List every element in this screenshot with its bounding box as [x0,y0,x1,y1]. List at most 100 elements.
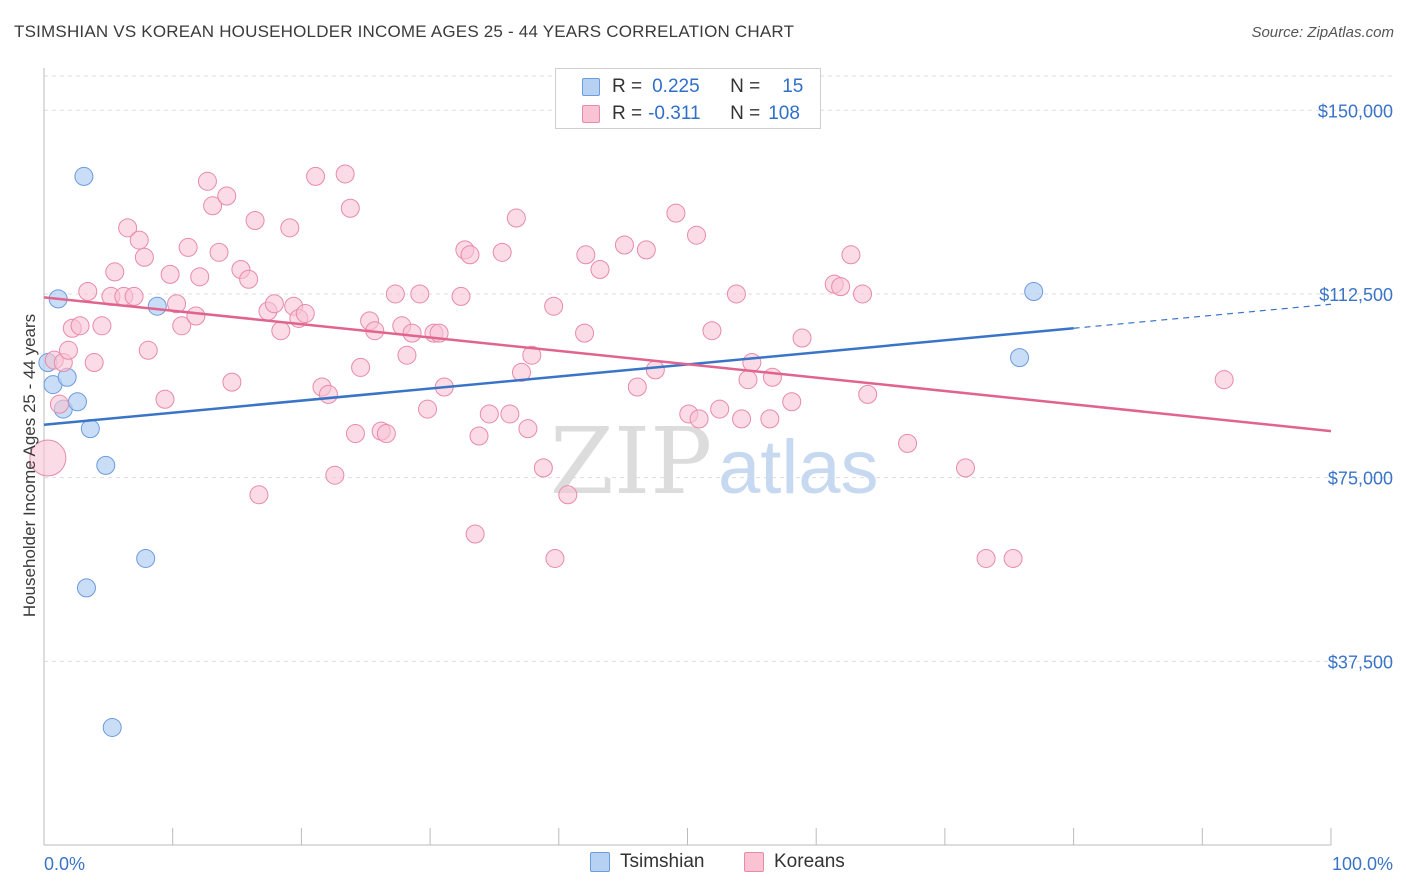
koreans-trend-line [43,296,1332,433]
koreans-point-15 [129,230,149,250]
koreans-point-87 [687,225,707,245]
koreans-point-72 [518,419,538,439]
tsimshian-point-5 [67,392,87,412]
koreans-point-77 [558,485,578,505]
koreans-point-33 [249,485,269,505]
chart-title: TSIMSHIAN VS KOREAN HOUSEHOLDER INCOME A… [14,22,795,41]
koreans-point-102 [853,284,873,304]
koreans-point-55 [397,345,417,365]
y-tick-label-0: $37,500 [1328,652,1393,672]
koreans-point-80 [590,259,610,279]
koreans-point-18 [155,389,175,409]
koreans-point-6 [70,316,90,336]
koreans-point-67 [479,404,499,424]
koreans-point-13 [118,218,138,238]
koreans-point-57 [410,284,430,304]
koreans-point-105 [955,458,975,478]
koreans-point-70 [506,208,526,228]
n-label: N = [730,76,761,97]
koreans-point-11 [105,262,125,282]
n-label: N = [730,103,761,124]
koreans-point-25 [197,171,217,191]
koreans-point-48 [351,357,371,377]
koreans-point-91 [726,284,746,304]
koreans-point-78 [575,323,595,343]
koreans-point-106 [976,548,996,568]
tsimshian-point-9 [96,455,116,475]
tsimshian-legend-label: Tsimshian [620,851,705,872]
koreans-r-value: -0.311 [648,103,701,124]
koreans-point-52 [376,424,396,444]
tsimshian-point-14 [1024,282,1044,302]
legend-row-koreans: R = -0.311 N = 108 [556,101,800,127]
koreans-point-21 [172,316,192,336]
koreans-point-94 [742,353,762,373]
watermark-atlas: atlas [718,425,879,510]
y-tick-label-3: $150,000 [1318,101,1393,121]
koreans-point-40 [295,304,315,324]
r-label: R = [612,103,643,124]
tsimshian-swatch [582,78,600,96]
koreans-point-103 [858,384,878,404]
y-tick-label-2: $112,500 [1319,285,1393,305]
y-tick-label-1: $75,000 [1328,469,1393,489]
koreans-point-85 [666,203,686,223]
koreans-point-83 [636,240,656,260]
x-tick-label-end: 100.0% [1332,854,1393,874]
koreans-point-101 [841,245,861,265]
koreans-point-81 [614,235,634,255]
koreans-point-37 [280,218,300,238]
koreans-point-24 [190,267,210,287]
koreans-point-53 [385,284,405,304]
koreans-point-56 [402,323,422,343]
bottom-legend-koreans: Koreans [744,851,845,873]
koreans-point-45 [335,164,355,184]
koreans-point-104 [898,433,918,453]
tsimshian-point-13 [1010,348,1030,368]
koreans-point-74 [533,458,553,478]
koreans-point-35 [264,294,284,314]
koreans-legend-label: Koreans [774,851,845,872]
koreans-point-73 [522,345,542,365]
tsimshian-point-12 [147,296,167,316]
koreans-point-23 [186,306,206,326]
source-label: Source: ZipAtlas.com [1251,24,1394,41]
koreans-point-97 [782,392,802,412]
koreans-point-28 [217,186,237,206]
koreans-point-79 [576,245,596,265]
koreans-point-82 [627,377,647,397]
koreans-point-64 [460,245,480,265]
koreans-legend-swatch [744,852,764,872]
trend-lines [43,296,1332,433]
koreans-point-14 [124,286,144,306]
koreans-point-2 [49,394,69,414]
koreans-point-19 [160,264,180,284]
koreans-point-93 [738,370,758,390]
koreans-point-90 [710,399,730,419]
koreans-point-66 [469,426,489,446]
koreans-point-89 [702,321,722,341]
correlation-legend: R = 0.225 N = 15 R = -0.311 N = 108 [555,68,821,129]
y-axis-title: Householder Income Ages 25 - 44 years [20,314,39,617]
koreans-point-76 [545,548,565,568]
koreans-point-62 [451,286,471,306]
tsimshian-point-6 [74,166,94,186]
koreans-point-4 [58,340,78,360]
koreans-point-96 [762,367,782,387]
koreans-n-value: 108 [768,103,800,124]
koreans-point-29 [222,372,242,392]
data-points [29,164,1234,737]
koreans-point-65 [465,524,485,544]
koreans-point-16 [134,247,154,267]
koreans-point-100 [831,277,851,297]
koreans-point-98 [792,328,812,348]
x-tick-label-start: 0.0% [44,854,85,874]
koreans-point-8 [84,353,104,373]
koreans-point-36 [271,321,291,341]
koreans-point-71 [511,362,531,382]
tsimshian-r-value: 0.225 [652,76,700,97]
legend-row-tsimshian: R = 0.225 N = 15 [556,74,803,100]
tsimshian-point-11 [136,548,156,568]
koreans-point-9 [92,316,112,336]
koreans-point-0 [29,439,67,477]
